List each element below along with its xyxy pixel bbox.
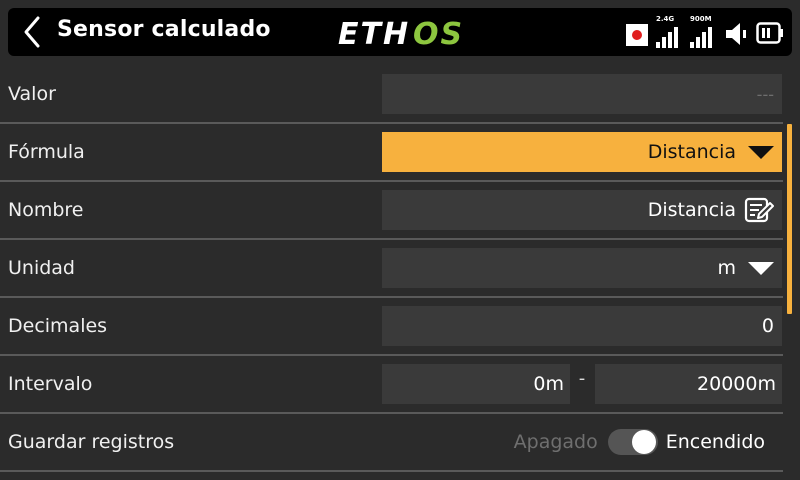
row-unidad: Unidad m bbox=[0, 240, 783, 298]
divider bbox=[0, 180, 783, 182]
formula-value: Distancia bbox=[647, 141, 736, 163]
nombre-value: Distancia bbox=[647, 199, 736, 221]
intervalo-max-value: 20000m bbox=[697, 373, 776, 395]
formula-label: Fórmula bbox=[8, 141, 85, 163]
divider bbox=[0, 354, 783, 356]
formula-dropdown[interactable]: Distancia bbox=[382, 132, 782, 172]
unidad-dropdown[interactable]: m bbox=[382, 248, 782, 288]
guardar-registros-switch-group: Apagado Encendido bbox=[514, 414, 765, 470]
divider bbox=[0, 412, 783, 414]
unidad-value: m bbox=[717, 257, 736, 279]
row-guardar-registros: Guardar registros Apagado Encendido bbox=[0, 414, 783, 472]
svg-text:ETH: ETH bbox=[338, 17, 410, 50]
intervalo-min-field[interactable]: 0m bbox=[382, 364, 570, 404]
page-title: Sensor calculado bbox=[57, 17, 271, 42]
toggle-off-label: Apagado bbox=[513, 431, 598, 453]
record-icon bbox=[626, 24, 648, 46]
divider bbox=[0, 238, 783, 240]
guardar-registros-label: Guardar registros bbox=[8, 431, 175, 453]
svg-text:OS: OS bbox=[413, 17, 464, 50]
intervalo-max-field[interactable]: 20000m bbox=[595, 364, 782, 404]
intervalo-min-value: 0m bbox=[533, 373, 564, 395]
decimales-label: Decimales bbox=[8, 315, 108, 337]
valor-value-text: --- bbox=[756, 84, 774, 104]
nombre-label: Nombre bbox=[8, 199, 84, 221]
decimales-value: 0 bbox=[761, 315, 774, 337]
signal-2-4g-label: 2.4G bbox=[656, 15, 675, 23]
header-bar bbox=[8, 8, 792, 56]
signal-900m-icon: 900M bbox=[690, 15, 716, 48]
row-decimales: Decimales 0 bbox=[0, 298, 783, 356]
unidad-label: Unidad bbox=[8, 257, 75, 279]
divider bbox=[0, 470, 783, 472]
header: Sensor calculado ETH OS 2.4G 900M bbox=[0, 0, 800, 64]
toggle-knob bbox=[631, 430, 656, 454]
intervalo-separator: - bbox=[578, 368, 586, 389]
ethos-logo: ETH OS bbox=[338, 17, 464, 50]
divider bbox=[0, 122, 783, 124]
signal-900m-label: 900M bbox=[690, 15, 712, 23]
edit-icon bbox=[744, 197, 774, 223]
battery-icon bbox=[756, 22, 783, 44]
status-bar: 2.4G 900M bbox=[626, 15, 784, 48]
valor-value: --- bbox=[382, 74, 782, 114]
divider bbox=[0, 296, 783, 298]
nombre-field[interactable]: Distancia bbox=[382, 190, 782, 230]
scrollbar[interactable] bbox=[787, 124, 792, 314]
back-button[interactable] bbox=[14, 12, 50, 52]
intervalo-label: Intervalo bbox=[8, 373, 93, 395]
guardar-registros-toggle[interactable] bbox=[607, 429, 658, 455]
speaker-icon bbox=[726, 23, 746, 45]
caret-down-icon bbox=[748, 145, 774, 159]
decimales-field[interactable]: 0 bbox=[382, 306, 782, 346]
toggle-on-label: Encendido bbox=[665, 431, 765, 453]
signal-2-4g-icon: 2.4G bbox=[656, 15, 682, 48]
row-formula: Fórmula Distancia bbox=[0, 124, 783, 182]
row-nombre: Nombre Distancia bbox=[0, 182, 783, 240]
row-intervalo: Intervalo 0m - 20000m bbox=[0, 356, 783, 414]
row-valor: Valor --- bbox=[0, 66, 783, 124]
valor-label: Valor bbox=[8, 83, 56, 105]
chevron-left-icon bbox=[24, 16, 40, 48]
caret-down-icon bbox=[748, 261, 774, 275]
